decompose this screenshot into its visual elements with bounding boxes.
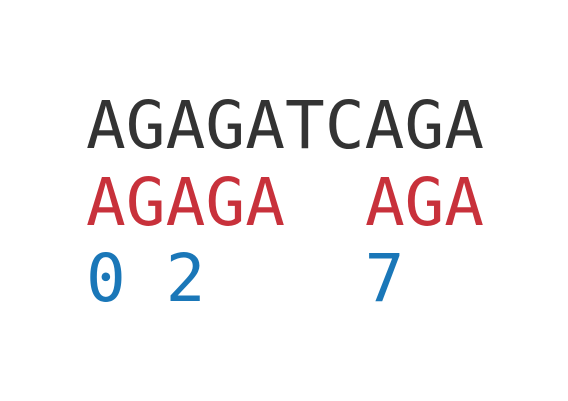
position-label: 7 [365, 240, 405, 317]
position-label: 0 [86, 240, 126, 317]
sequence: AGAGATCAGA [86, 87, 484, 164]
match-segment: AGAGA [86, 164, 285, 241]
match-segment: AGA [365, 164, 484, 241]
position-label: 2 [166, 240, 206, 317]
